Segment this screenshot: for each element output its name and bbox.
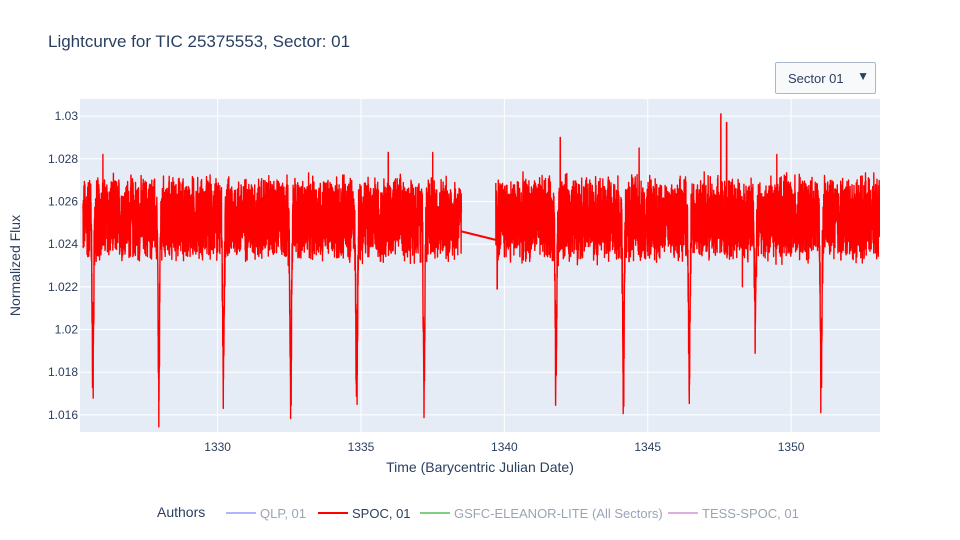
series-line-segment [495,113,880,415]
legend: Authors QLP, 01 SPOC, 01 GSFC-ELEANOR-LITE… [157,504,799,521]
series-layer [82,113,880,428]
sector-dropdown-label: Sector 01 [788,71,844,86]
legend-label: QLP, 01 [260,506,306,521]
chart-title: Lightcurve for TIC 25375553, Sector: 01 [48,32,351,51]
y-axis-title: Normalized Flux [7,215,23,316]
y-tick-label: 1.018 [48,365,78,379]
x-tick-label: 1350 [778,440,805,454]
legend-item[interactable]: SPOC, 01 [318,506,411,521]
plot-area [80,99,880,432]
y-tick-label: 1.02 [55,323,79,337]
x-tick-label: 1340 [491,440,518,454]
y-tick-label: 1.024 [48,237,78,251]
x-tick-label: 1335 [348,440,375,454]
legend-label: SPOC, 01 [352,506,411,521]
x-tick-label: 1345 [634,440,661,454]
legend-label: TESS-SPOC, 01 [702,506,799,521]
legend-item[interactable]: GSFC-ELEANOR-LITE (All Sectors) [420,506,663,521]
legend-title: Authors [157,504,205,520]
y-tick-label: 1.03 [55,109,79,123]
y-tick-label: 1.022 [48,280,78,294]
sector-dropdown[interactable]: Sector 01 ▼ [775,62,876,94]
x-tick-labels: 1330 1335 1340 1345 1350 [204,440,804,454]
x-tick-label: 1330 [204,440,231,454]
x-gridlines [217,99,792,432]
y-tick-label: 1.016 [48,408,78,422]
y-tick-labels: 1.016 1.018 1.02 1.022 1.024 1.026 1.028 1.03 [48,109,78,422]
legend-item[interactable]: TESS-SPOC, 01 [668,506,799,521]
y-tick-label: 1.028 [48,152,78,166]
y-tick-label: 1.026 [48,194,78,208]
legend-label: GSFC-ELEANOR-LITE (All Sectors) [454,506,663,521]
x-axis-title: Time (Barycentric Julian Date) [386,459,574,475]
series-gap-line [461,230,497,241]
dropdown-arrow-icon: ▼ [857,69,869,83]
legend-item[interactable]: QLP, 01 [226,506,306,521]
series-line-segment [82,151,463,428]
